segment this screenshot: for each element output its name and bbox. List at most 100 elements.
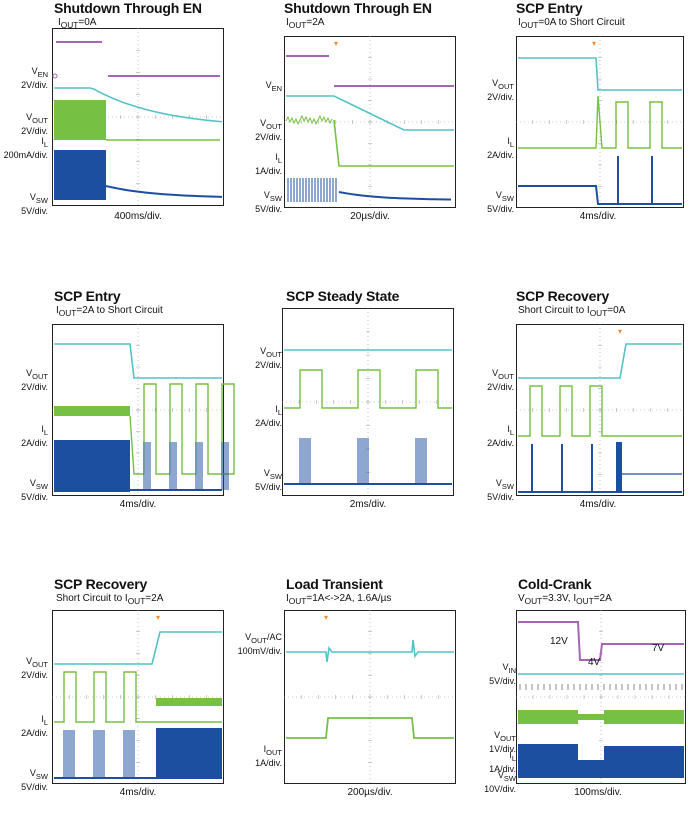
il-burst — [54, 100, 106, 140]
panel-title: SCP Recovery — [516, 288, 610, 304]
vsw-band-low — [578, 760, 604, 778]
il-trace — [518, 385, 682, 437]
il-ripple — [54, 406, 130, 416]
label-il: IL 2A/div. — [21, 424, 48, 448]
scope-panel-5: SCP Steady State VOUT 2V/div. IL 2A/div. V… — [230, 288, 454, 538]
trigger-marker: ▾ — [156, 613, 160, 622]
scope-panel-1: Shutdown Through EN IOUT=0A VEN 2V/div. V… — [0, 0, 224, 250]
panel-subtitle: IOUT=2A to Short Circuit — [56, 305, 163, 318]
vout-trace — [54, 343, 222, 379]
label-vout: VOUT 2V/div. — [21, 368, 48, 392]
vsw-trace — [338, 191, 452, 201]
il-trace — [129, 383, 235, 475]
label-vsw: VSW 5V/div. — [487, 190, 514, 214]
label-il: IL 2A/div. — [255, 404, 282, 428]
label-il: IL 1A/div. — [255, 152, 282, 176]
panel-title: SCP Recovery — [54, 576, 148, 592]
scope-screen: ▾ — [284, 36, 456, 208]
vsw-burst — [616, 442, 622, 492]
vout-trace — [518, 343, 682, 379]
label-vsw: VSW 5V/div. — [487, 478, 514, 502]
label-vout: VOUT 2V/div. — [21, 112, 48, 136]
panel-title: SCP Steady State — [286, 288, 400, 304]
il-band — [604, 710, 684, 724]
trigger-marker: ▾ — [324, 613, 328, 622]
label-vout: VOUT 2V/div. — [255, 346, 282, 370]
channel-marker — [52, 73, 58, 79]
il-band — [518, 710, 578, 724]
scope-screen — [282, 308, 454, 496]
vin-trace — [518, 621, 684, 661]
x-scale-label: 2ms/div. — [349, 499, 387, 510]
label-vsw: VSW 5V/div. — [21, 768, 48, 792]
annotation-4v: 4V — [588, 657, 601, 668]
x-scale-label: 200µs/div. — [347, 787, 393, 798]
panel-subtitle: IOUT=0A to Short Circuit — [518, 17, 625, 30]
panel-subtitle: VOUT=3.3V, IOUT=2A — [518, 593, 612, 606]
scope-panel-2: Shutdown Through EN IOUT=2A VEN VOUT 2V/d… — [230, 0, 456, 250]
vsw-band — [518, 744, 578, 778]
scope-panel-4: SCP Entry IOUT=2A to Short Circuit VOUT 2… — [0, 288, 235, 538]
scope-panel-6: SCP Recovery Short Circuit to IOUT=0A VO… — [462, 288, 684, 538]
trigger-marker: ▾ — [334, 39, 338, 48]
il-trace — [333, 119, 454, 167]
iout-trace — [286, 717, 454, 739]
label-vout: VOUT 2V/div. — [255, 118, 282, 142]
x-scale-label: 400ms/div. — [114, 211, 162, 222]
trigger-marker: ▾ — [618, 327, 622, 336]
label-il: IL 2A/div. — [487, 424, 514, 448]
x-scale-label: 100ms/div. — [574, 787, 622, 798]
label-vout: VOUT 1V/div. — [489, 730, 516, 754]
scope-panel-3: SCP Entry IOUT=0A to Short Circuit VOUT 2… — [462, 0, 684, 250]
label-vsw: VSW 10V/div. — [484, 770, 516, 794]
scope-screen: ▾ — [284, 610, 456, 784]
x-scale-label: 20µs/div. — [350, 211, 390, 222]
label-vsw: VSW 5V/div. — [255, 190, 282, 214]
panel-title: Shutdown Through EN — [54, 0, 202, 16]
panel-subtitle: Short Circuit to IOUT=0A — [518, 305, 626, 318]
il-trace — [54, 671, 222, 723]
x-scale-label: 4ms/div. — [579, 211, 617, 222]
label-vsw: VSW 5V/div. — [21, 192, 48, 216]
scope-screen: ▾ — [516, 324, 684, 496]
scope-screen — [516, 610, 686, 784]
label-ven: VEN — [265, 80, 282, 93]
panel-title: SCP Entry — [54, 288, 121, 304]
annotation-12v: 12V — [550, 636, 568, 647]
panel-subtitle: Short Circuit to IOUT=2A — [56, 593, 164, 606]
panel-subtitle: IOUT=2A — [286, 17, 325, 30]
vout-trace — [54, 87, 223, 123]
label-vout: VOUT 2V/div. — [21, 656, 48, 680]
scope-screen: ▾ — [516, 36, 684, 208]
vout-trace — [286, 639, 454, 663]
panel-title: Shutdown Through EN — [284, 0, 432, 16]
label-il: IL 2A/div. — [487, 136, 514, 160]
label-il: IL 200mA/div. — [3, 136, 48, 160]
x-scale-label: 4ms/div. — [119, 499, 157, 510]
vsw-burst — [156, 728, 222, 778]
label-ven: VEN 2V/div. — [21, 66, 48, 90]
label-iout: IOUT 1A/div. — [255, 744, 282, 768]
vsw-trace — [518, 185, 682, 205]
scope-panel-9: Cold-Crank VOUT=3.3V, IOUT=2A VIN 5V/div.… — [462, 576, 686, 826]
panel-subtitle: IOUT=0A — [58, 17, 97, 30]
label-il: IL 2A/div. — [21, 714, 48, 738]
scope-screen — [52, 324, 235, 496]
panel-title: SCP Entry — [516, 0, 583, 16]
label-vsw: VSW 5V/div. — [255, 468, 282, 492]
label-vout: VOUT/AC 100mV/div. — [237, 632, 282, 656]
panel-title: Load Transient — [286, 576, 383, 592]
panel-subtitle: IOUT=1A<->2A, 1.6A/µs — [286, 593, 392, 606]
annotation-7v: 7V — [652, 643, 665, 654]
scope-panel-8: Load Transient IOUT=1A<->2A, 1.6A/µs VOU… — [230, 576, 456, 826]
label-vsw: VSW 5V/div. — [21, 478, 48, 502]
il-trace — [518, 95, 682, 149]
label-vin: VIN 5V/div. — [489, 662, 516, 686]
vsw-band — [604, 746, 684, 778]
scope-panel-7: SCP Recovery Short Circuit to IOUT=2A VO… — [0, 576, 224, 826]
il-ripple — [156, 698, 222, 706]
il-trace — [284, 369, 452, 409]
scope-screen: ▾ — [52, 610, 224, 784]
il-ripple — [285, 114, 333, 126]
label-vout: VOUT 2V/div. — [487, 368, 514, 392]
